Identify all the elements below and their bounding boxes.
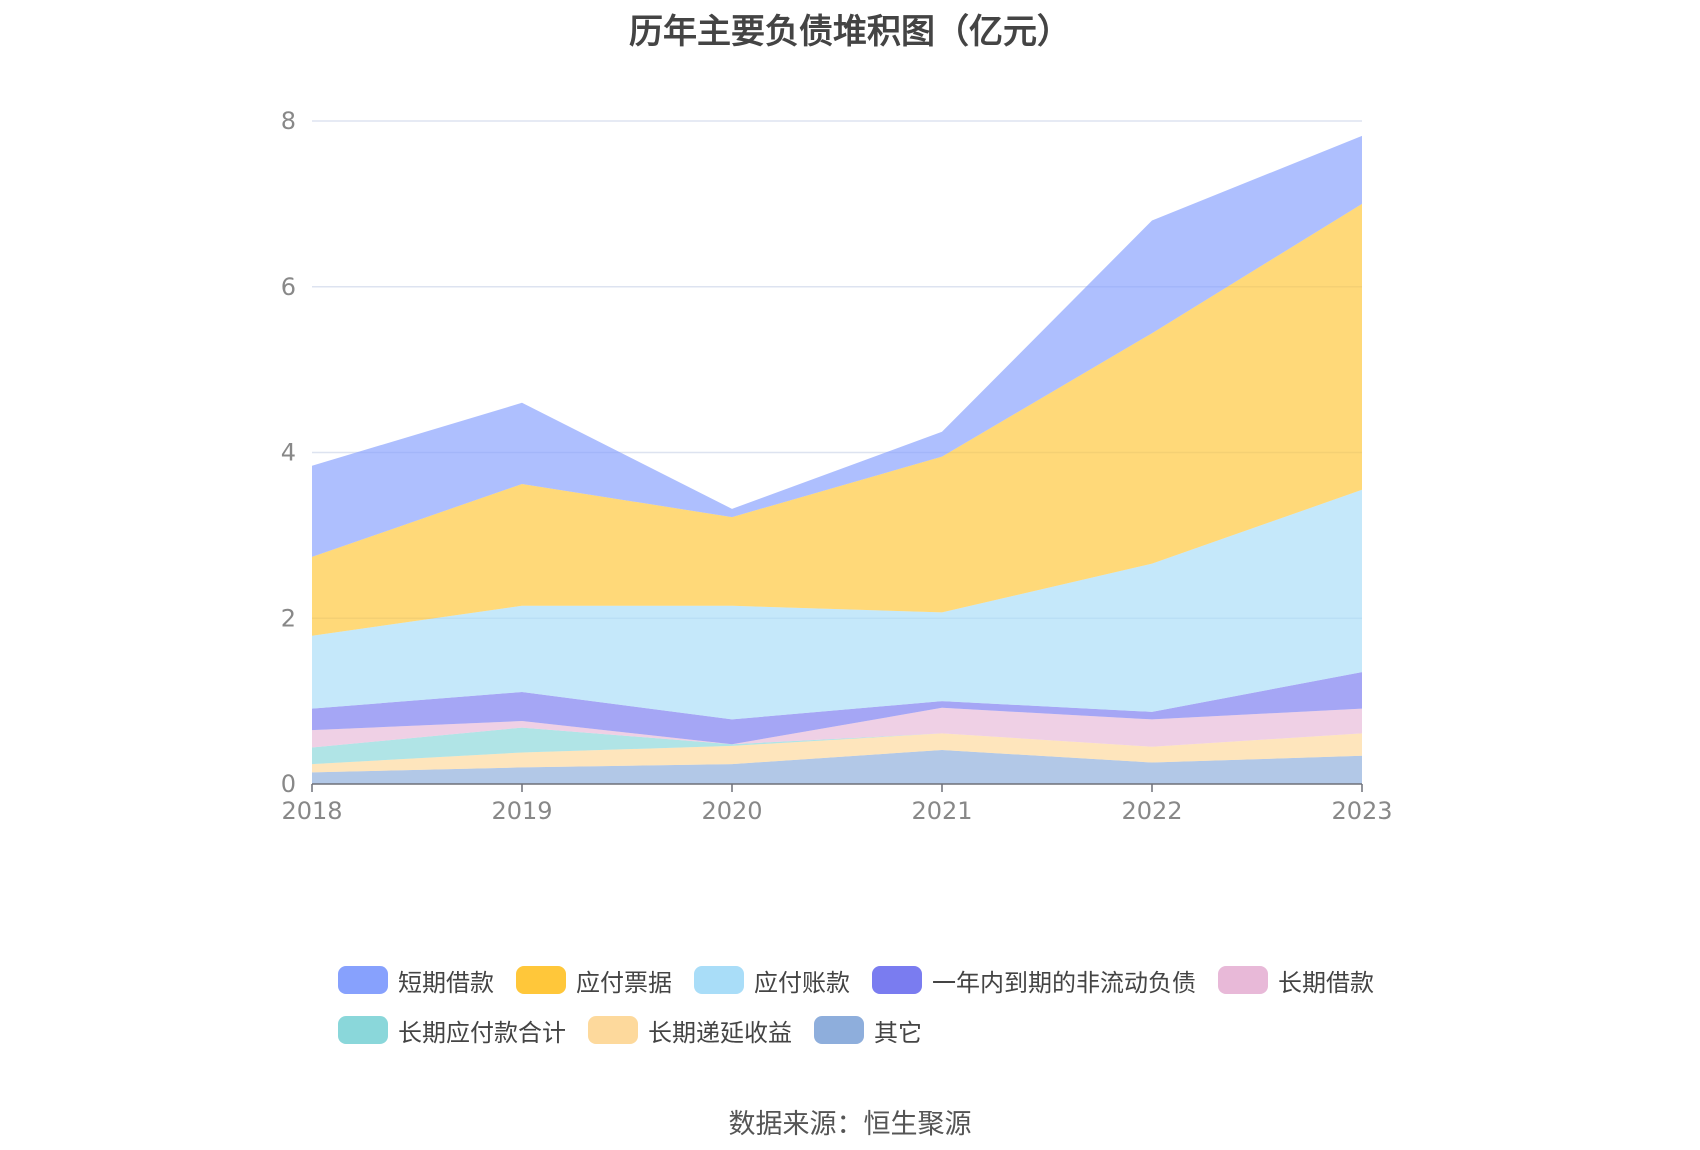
legend-label: 长期借款 bbox=[1278, 968, 1374, 997]
legend-row: 长期应付款合计 长期递延收益 其它 bbox=[338, 1005, 1438, 1055]
legend-swatch bbox=[338, 1016, 388, 1044]
x-tick-label: 2019 bbox=[491, 797, 552, 825]
legend-swatch bbox=[872, 966, 922, 994]
legend: 短期借款 应付票据 应付账款 一年内到期的非流动负债 长期借款长期应付款合计 长期递延收益… bbox=[338, 955, 1438, 1055]
y-tick-label: 4 bbox=[281, 439, 296, 467]
legend-item[interactable]: 其它 bbox=[814, 1013, 922, 1048]
legend-label: 短期借款 bbox=[398, 968, 494, 997]
y-tick-label: 0 bbox=[281, 770, 296, 798]
legend-swatch bbox=[588, 1016, 638, 1044]
legend-swatch bbox=[814, 1016, 864, 1044]
legend-label: 一年内到期的非流动负债 bbox=[932, 968, 1196, 997]
legend-swatch bbox=[1218, 966, 1268, 994]
area-series-6 bbox=[312, 203, 1362, 636]
area-series-layer bbox=[312, 135, 1362, 784]
x-tick-label: 2018 bbox=[281, 797, 342, 825]
y-tick-label: 2 bbox=[281, 604, 296, 632]
chart-title: 历年主要负债堆积图（亿元） bbox=[629, 12, 1071, 52]
x-tick-label: 2020 bbox=[701, 797, 762, 825]
legend-label: 长期递延收益 bbox=[648, 1018, 792, 1047]
axes: 0 2 4 6 8 2018 2019 2020 2021 2022 2023 bbox=[281, 107, 1393, 825]
legend-swatch bbox=[694, 966, 744, 994]
area-series-2 bbox=[312, 727, 1362, 765]
area-series-7 bbox=[312, 135, 1362, 557]
legend-item[interactable]: 长期应付款合计 bbox=[338, 1013, 566, 1048]
x-tick-label: 2022 bbox=[1121, 797, 1182, 825]
x-tick-label: 2021 bbox=[911, 797, 972, 825]
legend-label: 应付票据 bbox=[576, 968, 672, 997]
y-tick-label: 6 bbox=[281, 273, 296, 301]
legend-row: 短期借款 应付票据 应付账款 一年内到期的非流动负债 长期借款 bbox=[338, 955, 1438, 1005]
legend-label: 长期应付款合计 bbox=[398, 1018, 566, 1047]
legend-label: 其它 bbox=[874, 1018, 922, 1047]
area-series-3 bbox=[312, 707, 1362, 748]
legend-item[interactable]: 应付账款 bbox=[694, 963, 850, 998]
y-tick-label: 8 bbox=[281, 107, 296, 135]
legend-item[interactable]: 长期借款 bbox=[1218, 963, 1374, 998]
legend-swatch bbox=[516, 966, 566, 994]
area-series-1 bbox=[312, 733, 1362, 773]
source-note: 数据来源：恒生聚源 bbox=[728, 1109, 972, 1140]
x-tick-label: 2023 bbox=[1331, 797, 1392, 825]
legend-item[interactable]: 一年内到期的非流动负债 bbox=[872, 963, 1196, 998]
area-series-5 bbox=[312, 489, 1362, 720]
area-series-4 bbox=[312, 672, 1362, 745]
legend-item[interactable]: 长期递延收益 bbox=[588, 1013, 792, 1048]
legend-label: 应付账款 bbox=[754, 968, 850, 997]
legend-item[interactable]: 应付票据 bbox=[516, 963, 672, 998]
legend-item[interactable]: 短期借款 bbox=[338, 963, 494, 998]
area-series-0 bbox=[312, 750, 1362, 784]
legend-swatch bbox=[338, 966, 388, 994]
